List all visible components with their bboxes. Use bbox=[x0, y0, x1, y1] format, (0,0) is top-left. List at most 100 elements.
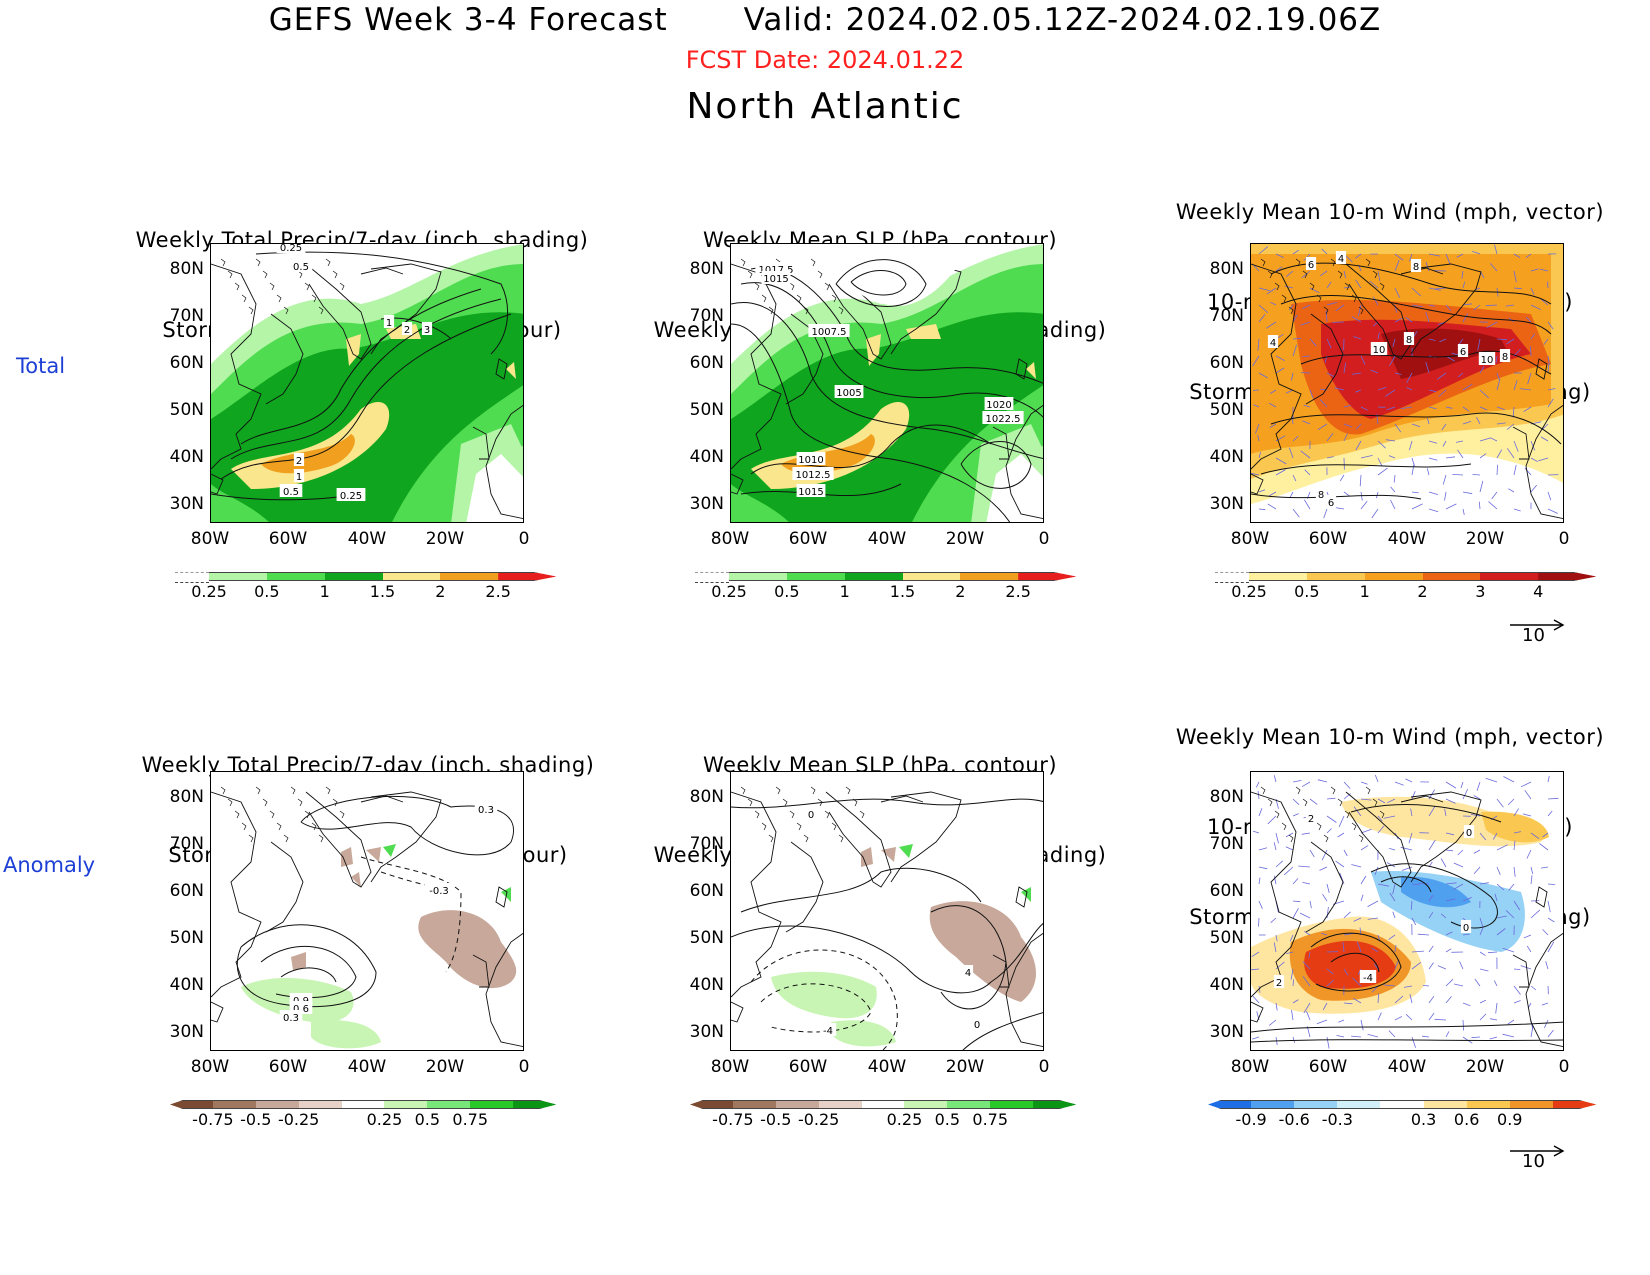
wind-vector bbox=[1406, 372, 1413, 384]
precip-2 bbox=[866, 334, 881, 366]
lat-tick-label: 70N bbox=[689, 306, 724, 326]
lat-tick-label: 30N bbox=[169, 494, 204, 514]
contour-label: 0.25 bbox=[280, 244, 302, 254]
wind-vector bbox=[1343, 405, 1352, 408]
wind-vector bbox=[1390, 486, 1396, 493]
wind-vector bbox=[1512, 406, 1515, 418]
wind-vector bbox=[1384, 389, 1396, 397]
coastline bbox=[472, 426, 490, 460]
wind-vector bbox=[1355, 279, 1362, 289]
wind-vector bbox=[1530, 484, 1538, 493]
wind-vector bbox=[1522, 813, 1532, 817]
wind-vector bbox=[1445, 898, 1456, 902]
wind-vector bbox=[1353, 336, 1362, 340]
colorbar-segment bbox=[1538, 572, 1597, 581]
wind-vector bbox=[1292, 813, 1299, 817]
wind-vector bbox=[1513, 840, 1516, 851]
coastline-detail bbox=[241, 822, 247, 831]
contour-label-bg bbox=[1305, 811, 1317, 824]
colorbar-tick-label: -0.25 bbox=[797, 1110, 840, 1129]
wind-vector bbox=[1460, 781, 1464, 789]
wind-vector bbox=[1268, 1019, 1277, 1026]
wind-vector bbox=[1479, 832, 1487, 841]
wind-vector bbox=[1444, 808, 1447, 817]
wind-vector bbox=[1411, 304, 1423, 308]
wind-vector bbox=[1479, 366, 1485, 374]
wind-vector bbox=[1547, 398, 1554, 408]
colorbar-tick-label: -0.75 bbox=[712, 1110, 754, 1129]
wind-vector bbox=[1547, 355, 1550, 366]
colorbar-underflow bbox=[695, 572, 729, 583]
wind-vector bbox=[1428, 457, 1438, 461]
wind-vector bbox=[1462, 788, 1469, 800]
wind-vector bbox=[1496, 372, 1500, 380]
wind-vector bbox=[1530, 346, 1532, 357]
contour-label: 8 bbox=[1318, 490, 1324, 501]
wind-vector bbox=[1275, 457, 1287, 465]
colorbar-segment bbox=[382, 572, 441, 581]
map-canvas: 0.3-0.30.90.60.3 bbox=[211, 772, 523, 1050]
precip-2 bbox=[346, 334, 361, 366]
wind-vector bbox=[1394, 317, 1404, 323]
wind-vector bbox=[1393, 474, 1396, 483]
forecast-date: FCST Date: 2024.01.22 bbox=[685, 46, 965, 74]
vector-reference-anomaly: 10 bbox=[1508, 1143, 1568, 1172]
wind-vector bbox=[1506, 423, 1515, 430]
wind-vector bbox=[1479, 389, 1489, 399]
wind-vector bbox=[1426, 468, 1430, 476]
wind-vector bbox=[1457, 849, 1464, 856]
lon-tick-label: 40W bbox=[1387, 529, 1427, 549]
lon-tick-label: 0 bbox=[1038, 529, 1050, 549]
wind-vector bbox=[1275, 355, 1286, 362]
coastline-detail bbox=[311, 294, 317, 303]
colorbar-anom-std: -0.9 -0.6 -0.3 0.3 0.6 0.9 bbox=[1208, 1100, 1610, 1129]
wind-vector bbox=[1309, 900, 1312, 909]
wind-vector bbox=[1352, 997, 1362, 1004]
wind-vector bbox=[1459, 961, 1464, 970]
wind-vector bbox=[1356, 941, 1362, 953]
wind-vector bbox=[1440, 858, 1447, 868]
wind-vector bbox=[1252, 1036, 1260, 1040]
wind-vector bbox=[1343, 362, 1347, 374]
coastline-detail bbox=[782, 798, 788, 807]
coastline-detail bbox=[290, 786, 296, 795]
lat-tick-label: 50N bbox=[1209, 400, 1244, 420]
contour-label-bg bbox=[1315, 487, 1327, 500]
wind-vector bbox=[1453, 883, 1464, 890]
coastline bbox=[1512, 426, 1530, 460]
wind-vector bbox=[1289, 447, 1294, 459]
contour-label: 0 bbox=[1463, 923, 1469, 934]
isobar bbox=[850, 269, 907, 296]
coastline bbox=[495, 358, 508, 380]
wind-vector bbox=[1439, 338, 1447, 343]
wind-vector bbox=[1301, 832, 1311, 835]
contour-label-bg bbox=[984, 397, 1014, 410]
coastline bbox=[211, 473, 224, 495]
wind-vector bbox=[1479, 926, 1484, 936]
wind-vector bbox=[1334, 387, 1345, 391]
wind-vector bbox=[1258, 372, 1268, 379]
colorbar-segment bbox=[1018, 572, 1077, 581]
coastline-detail bbox=[1344, 282, 1350, 291]
wind-vector bbox=[1284, 866, 1294, 876]
wind-vector bbox=[1428, 389, 1437, 393]
wind-vector bbox=[1519, 388, 1532, 391]
coastline bbox=[265, 841, 304, 933]
lon-tick-label: 20W bbox=[425, 529, 465, 549]
wind-vector bbox=[1445, 931, 1453, 936]
lat-tick-label: 40N bbox=[169, 447, 204, 467]
wind-vector bbox=[1479, 453, 1487, 459]
wind-vector bbox=[1266, 321, 1277, 329]
wind-vector bbox=[1383, 984, 1396, 987]
colorbar-segment bbox=[947, 1100, 991, 1109]
wind-vector bbox=[1270, 389, 1277, 394]
wind-vector bbox=[1527, 372, 1532, 385]
wind-vector bbox=[1360, 845, 1369, 851]
wind-vector bbox=[1371, 508, 1379, 519]
wind-vector bbox=[1377, 386, 1387, 391]
wind-speed-contour bbox=[1251, 1039, 1563, 1043]
wind-vector bbox=[1343, 423, 1353, 428]
wind-vector bbox=[1353, 806, 1362, 817]
wind-vector bbox=[1343, 849, 1348, 857]
colorbar-tick-label: -0.5 bbox=[240, 1110, 272, 1129]
